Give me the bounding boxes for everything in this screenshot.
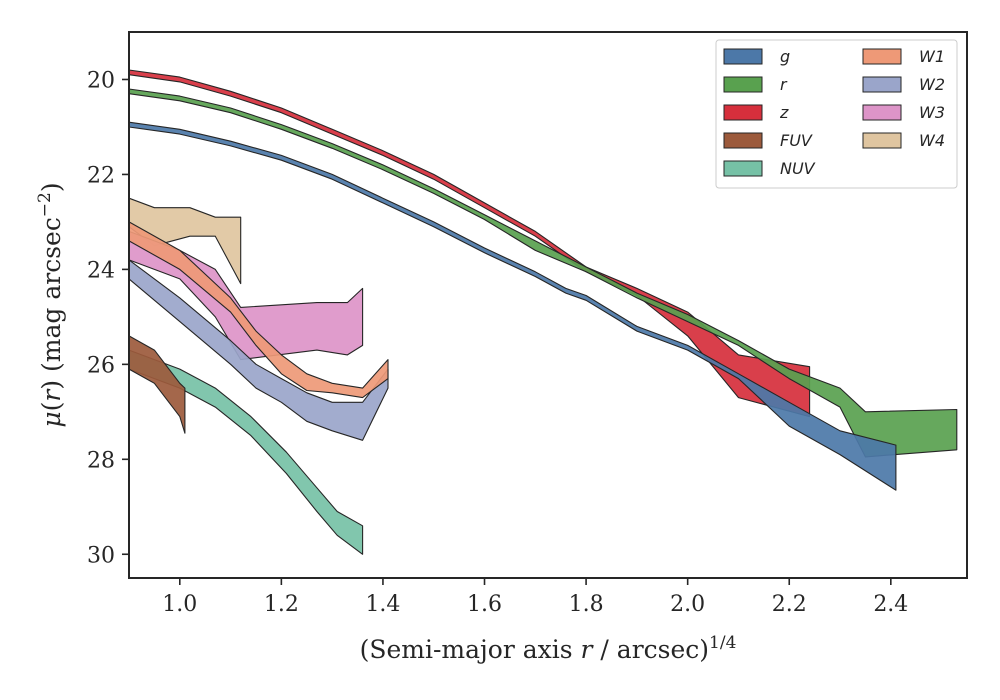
legend-swatch-w2 — [862, 76, 902, 93]
legend-label-w4: W4 — [919, 131, 945, 150]
legend-swatch-w4 — [862, 132, 902, 149]
y-axis-ticks: 20 22 24 26 28 30 — [87, 68, 129, 568]
legend-label-r: r — [780, 75, 788, 94]
legend-label-w2: W2 — [919, 75, 945, 94]
x-tick-label: 1.8 — [569, 592, 604, 617]
legend-swatch-nuv — [723, 160, 763, 177]
x-tick-label: 1.0 — [162, 592, 197, 617]
y-axis-label: μ(r) (mag arcsec−2) — [35, 182, 66, 427]
legend-swatch-w3 — [862, 104, 902, 121]
legend-swatch-z — [723, 104, 763, 121]
x-tick-label: 1.4 — [365, 592, 400, 617]
band-g — [128, 121, 897, 491]
y-tick-label: 28 — [87, 448, 115, 473]
x-tick-label: 1.2 — [264, 592, 299, 617]
legend-swatch-w1 — [862, 48, 902, 65]
x-axis-ticks: 1.0 1.2 1.4 1.6 1.8 2.0 2.2 2.4 — [162, 578, 908, 617]
legend-label-g: g — [780, 47, 790, 66]
y-tick-label: 22 — [87, 163, 115, 188]
x-tick-label: 2.0 — [670, 592, 705, 617]
x-axis-label: (Semi-major axis r / arcsec)1/4 — [360, 633, 737, 664]
profile-bands — [128, 69, 958, 555]
legend-label-nuv: NUV — [780, 159, 816, 178]
x-tick-label: 1.6 — [467, 592, 502, 617]
plot-frame — [128, 31, 968, 579]
x-tick-label: 2.2 — [772, 592, 807, 617]
x-tick-label: 2.4 — [873, 592, 908, 617]
legend-swatch-r — [723, 76, 763, 93]
band-w2 — [128, 259, 389, 441]
legend-swatch-g — [723, 48, 763, 65]
y-tick-label: 24 — [87, 258, 115, 283]
legend-label-fuv: FUV — [780, 131, 813, 150]
band-r — [128, 88, 958, 458]
band-fuv — [128, 335, 186, 434]
legend-label-w1: W1 — [919, 47, 945, 66]
y-tick-label: 20 — [87, 68, 115, 93]
y-tick-label: 26 — [87, 353, 115, 378]
legend-label-z: z — [779, 103, 789, 122]
y-tick-label: 30 — [87, 543, 115, 568]
legend-swatch-fuv — [723, 132, 763, 149]
legend: grz FUV NUV W1 W2 W3 W4 — [715, 39, 958, 189]
band-w1 — [128, 221, 389, 399]
legend-label-w3: W3 — [919, 103, 945, 122]
